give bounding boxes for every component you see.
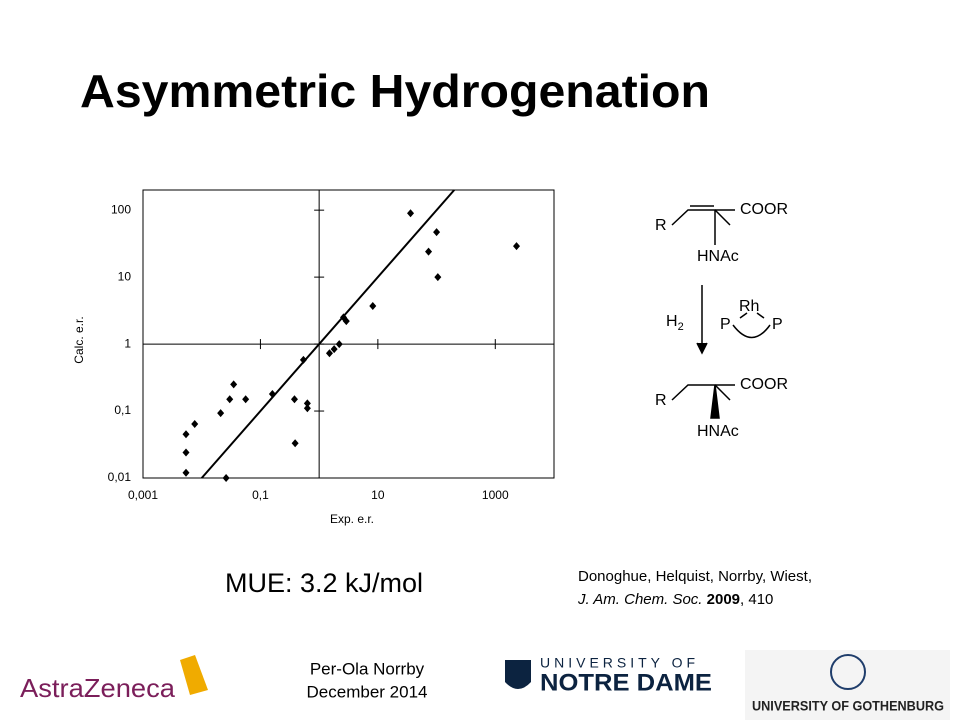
- point: [342, 317, 350, 326]
- point: [369, 302, 377, 311]
- scheme-rh: Rh: [739, 298, 759, 315]
- point: [513, 242, 521, 251]
- scheme-hnac: HNAc: [697, 248, 739, 265]
- point: [434, 273, 442, 282]
- point: [433, 228, 441, 237]
- x-axis-label: Exp. e.r.: [330, 512, 374, 526]
- point: [182, 448, 190, 457]
- identity-line: [200, 189, 455, 479]
- point: [191, 420, 199, 429]
- point: [299, 355, 307, 364]
- x-tick-label: 10: [371, 488, 385, 502]
- x-tick-label: 1000: [482, 488, 509, 502]
- point: [222, 474, 230, 482]
- x-tick-label: 0,1: [252, 488, 269, 502]
- logo-nd-bottom: NOTRE DAME: [540, 669, 712, 696]
- logo-mark: [180, 655, 208, 695]
- point: [330, 345, 338, 354]
- point: [226, 395, 234, 404]
- point: [325, 349, 333, 358]
- scheme-coor: COOR: [740, 201, 788, 218]
- scheme-p: P: [720, 316, 731, 333]
- scheme-h2: H2: [666, 313, 684, 333]
- scheme-p: P: [772, 316, 783, 333]
- journal: J. Am. Chem. Soc.: [577, 591, 702, 608]
- y-tick-label: 10: [118, 269, 132, 283]
- h: H: [666, 313, 678, 330]
- author: Per-Ola Norrby: [310, 659, 425, 678]
- x-tick-label: 0,001: [128, 488, 158, 502]
- y-tick-label: 1: [124, 336, 131, 350]
- y-tick-label: 0,1: [114, 403, 131, 417]
- point: [230, 380, 238, 389]
- logo-gu-seal: [830, 654, 866, 690]
- point: [217, 409, 225, 418]
- point: [291, 439, 299, 448]
- point: [335, 340, 343, 349]
- point: [303, 404, 311, 413]
- logo-nd-top: UNIVERSITY OF: [540, 655, 699, 671]
- result-text: MUE: 3.2 kJ/mol: [225, 568, 423, 598]
- reaction-scheme: [671, 205, 771, 419]
- scheme-r: R: [655, 392, 667, 409]
- date: December 2014: [307, 682, 428, 701]
- sub: 2: [678, 321, 684, 333]
- point: [182, 468, 190, 477]
- scheme-coor: COOR: [740, 376, 788, 393]
- slide-title: Asymmetric Hydrogenation: [80, 65, 710, 117]
- citation-ref: J. Am. Chem. Soc. 2009, 410: [577, 591, 773, 608]
- point: [182, 430, 190, 439]
- y-tick-label: 100: [111, 202, 131, 216]
- citation-authors: Donoghue, Helquist, Norrby, Wiest,: [578, 568, 812, 585]
- point: [242, 395, 250, 404]
- year: 2009: [707, 591, 740, 608]
- scheme-hnac: HNAc: [697, 423, 739, 440]
- point: [290, 395, 298, 404]
- page: , 410: [740, 591, 773, 608]
- logo-shield: [505, 660, 531, 689]
- plot: 0,001 0,1 10 1000 0,01 0,1 1 10 100: [108, 189, 554, 502]
- point: [425, 247, 433, 256]
- point: [268, 389, 276, 398]
- scheme-r: R: [655, 217, 667, 234]
- plot-frame: [142, 189, 555, 479]
- point: [407, 209, 415, 218]
- y-tick-label: 0,01: [108, 470, 132, 484]
- logo-gu-text: UNIVERSITY OF GOTHENBURG: [752, 698, 944, 714]
- point: [303, 399, 311, 408]
- logo-astrazeneca: AstraZeneca: [20, 673, 176, 703]
- logo-gu-bg: [745, 650, 950, 720]
- y-axis-label: Calc. e.r.: [72, 316, 86, 363]
